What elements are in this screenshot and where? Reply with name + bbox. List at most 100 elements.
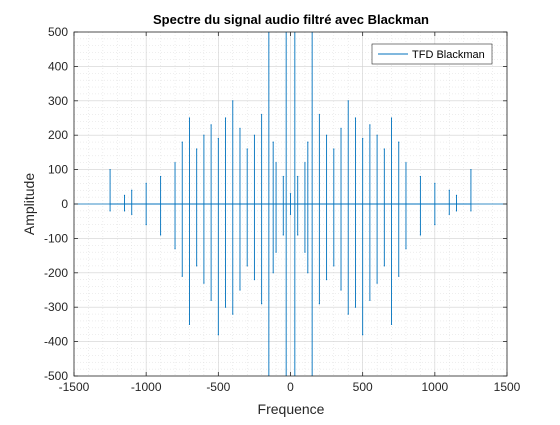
data-point: [196, 265, 198, 267]
data-point: [174, 162, 176, 164]
y-tick-label: 400: [48, 59, 68, 73]
data-point: [196, 148, 198, 150]
data-point: [275, 162, 277, 164]
series-line: [109, 32, 472, 376]
data-point: [347, 313, 349, 315]
data-point: [333, 265, 335, 267]
data-point: [145, 182, 147, 184]
data-point: [376, 282, 378, 284]
y-tick-label: 100: [48, 163, 68, 177]
data-point: [160, 175, 162, 178]
x-tick-label: 0: [287, 380, 294, 394]
data-point: [289, 193, 292, 195]
data-point: [340, 127, 342, 129]
y-tick-label: 300: [48, 94, 68, 108]
data-point: [369, 124, 371, 126]
data-point: [203, 282, 205, 284]
data-point: [369, 299, 371, 301]
data-point: [261, 113, 263, 116]
data-point: [390, 323, 393, 325]
data-point: [217, 138, 219, 140]
data-point: [455, 210, 458, 212]
data-point: [297, 175, 299, 178]
data-point: [239, 127, 241, 129]
data-point: [362, 334, 364, 336]
y-tick-label: -200: [44, 266, 68, 280]
data-point: [188, 117, 191, 119]
y-tick-label: 500: [48, 25, 68, 39]
data-point: [131, 213, 133, 215]
data-point: [354, 117, 357, 119]
data-point: [181, 141, 183, 143]
data-point: [239, 289, 241, 291]
x-axis-label: Frequence: [258, 401, 325, 417]
legend-box: [371, 43, 493, 65]
data-point: [217, 334, 219, 336]
x-tick-label: 500: [353, 380, 373, 394]
data-point: [405, 162, 407, 164]
data-point: [354, 306, 357, 308]
data-point: [419, 234, 421, 236]
y-tick-label: -100: [44, 231, 68, 245]
data-point: [304, 162, 306, 164]
legend-series-label: TFD Blackman: [412, 49, 485, 61]
data-point: [210, 124, 212, 126]
data-point: [398, 141, 400, 143]
data-point: [470, 169, 472, 171]
data-point: [224, 306, 227, 308]
data-point: [340, 289, 342, 291]
y-tick-label: 200: [48, 128, 68, 142]
tick-marks: [73, 31, 508, 377]
data-point: [261, 303, 263, 305]
data-point: [160, 234, 162, 236]
data-point: [272, 141, 274, 143]
y-axis-label: Amplitude: [21, 173, 37, 235]
data-point: [318, 303, 320, 305]
data-point: [333, 148, 335, 150]
data-point: [304, 251, 306, 253]
data-point: [123, 210, 126, 212]
data-point: [289, 213, 292, 215]
data-point: [405, 248, 407, 250]
data-point: [203, 134, 205, 136]
y-tick-label: -300: [44, 300, 68, 314]
data-point: [232, 313, 234, 315]
data-point: [434, 224, 436, 226]
x-tick-labels: -1500 -1000 -500 0 500 1000 1500: [59, 380, 521, 394]
data-point: [434, 182, 436, 184]
data-point: [272, 272, 274, 274]
y-tick-label: -400: [44, 335, 68, 349]
series-group: [74, 32, 507, 376]
data-point: [318, 113, 320, 116]
data-point: [455, 194, 458, 196]
legend: TFD Blackman: [371, 43, 493, 65]
data-point: [210, 299, 212, 301]
data-point: [123, 194, 126, 196]
x-tick-label: 1500: [494, 380, 521, 394]
data-point: [109, 210, 111, 212]
data-point: [282, 175, 284, 178]
data-point: [131, 189, 133, 191]
y-tick-label: -500: [44, 369, 68, 383]
data-point: [383, 148, 385, 150]
data-point: [307, 141, 309, 143]
x-tick-label: -500: [206, 380, 230, 394]
data-point: [376, 134, 378, 136]
data-point: [188, 323, 191, 325]
data-point: [325, 134, 328, 136]
data-point: [470, 210, 472, 212]
data-point: [253, 134, 256, 136]
data-point: [307, 272, 309, 274]
y-tick-labels: -500 -400 -300 -200 -100 0 100 200 300 400 500: [44, 25, 68, 383]
data-point: [448, 213, 450, 215]
data-point: [347, 100, 349, 102]
data-point: [282, 234, 284, 236]
data-point: [181, 275, 183, 277]
data-point: [253, 279, 256, 281]
data-point: [325, 279, 328, 281]
data-point: [174, 248, 176, 250]
x-tick-label: -1000: [131, 380, 162, 394]
